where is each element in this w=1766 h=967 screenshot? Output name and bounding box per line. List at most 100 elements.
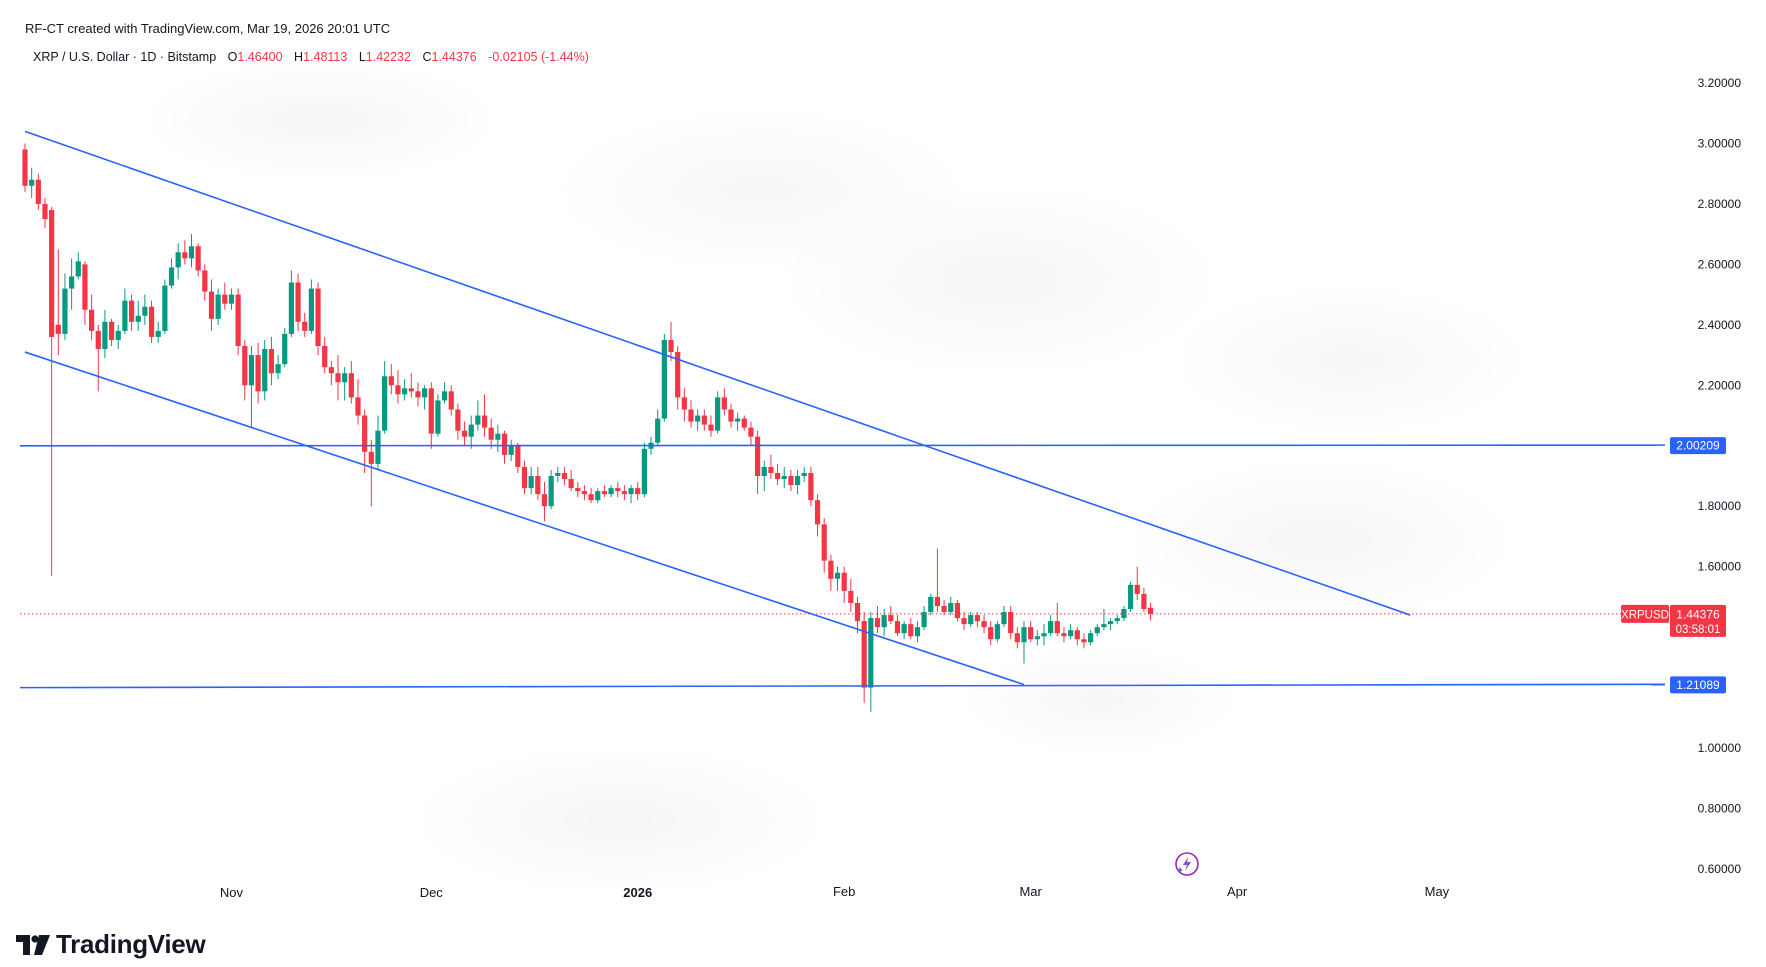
candle [508,439,514,461]
candle-body [981,621,987,628]
candle [961,612,967,631]
candle [741,415,747,431]
candle-body [821,524,827,561]
candle [515,442,521,473]
high-label: H [294,50,304,64]
candle [568,469,574,492]
candle [122,288,128,334]
candle [994,621,1000,643]
candle-body [355,397,361,416]
candle-body [62,288,68,334]
candle-body [89,309,95,331]
candle-body [348,373,354,398]
candle [142,294,148,325]
candle [315,282,321,356]
candle [255,342,261,404]
candle-body [888,615,894,622]
candle [1121,605,1127,622]
candle-body [1107,621,1114,625]
candle [415,382,421,407]
candle-body [1014,633,1020,643]
candle-body [1048,621,1054,634]
candle-body [202,270,208,292]
tradingview-brand[interactable]: TradingView [16,929,206,960]
candle [422,385,428,410]
candle-body [42,203,48,220]
candle-body [741,418,747,428]
ai-sparkle-icon[interactable] [1174,851,1200,877]
candle [1081,633,1087,649]
brand-name: TradingView [56,929,206,959]
candle-body [914,627,921,637]
channel-upper-trendline [24,130,1411,616]
candle [555,466,561,483]
open-label: O [227,50,238,64]
candle [175,243,181,280]
candle [1014,627,1020,649]
candle-body [75,261,81,277]
candle-body [608,488,614,495]
candle-body [155,330,161,337]
candle-body [162,285,168,331]
candle-body [1101,624,1107,628]
candle [135,300,141,331]
candle [242,339,248,401]
candle [168,258,175,289]
candle [681,388,687,422]
candle-body [495,433,501,440]
candle-body [342,373,348,383]
candle [188,234,195,268]
candle-body [974,615,980,622]
candle [461,421,468,446]
candle-body [581,491,588,495]
x-tick-label: Feb [833,884,855,899]
candle-body [861,621,867,688]
close-label: C [422,50,432,64]
candle-body [635,488,641,495]
candle [402,379,408,401]
tradingview-logo-icon [16,934,50,955]
candle [115,324,121,350]
candle [588,488,594,504]
candle-body [928,596,934,613]
candle-body [488,427,494,440]
candle [295,273,301,331]
candle-body [375,430,381,464]
candle [701,409,707,431]
candle [268,336,275,386]
candle-body [755,436,761,476]
candle-body [275,364,281,374]
candle-body [315,288,321,347]
candle-body [428,388,434,434]
candle [162,279,168,334]
candle [548,469,554,510]
candle-body [242,346,248,386]
candle-body [615,488,621,492]
change-value: -0.02105 (-1.44%) [488,50,589,64]
candle [641,442,647,498]
candle-body [901,624,907,634]
candle [941,599,947,616]
candle-body [188,246,195,259]
candle-body [49,209,55,337]
candle [755,430,761,495]
candle-body [1094,627,1100,634]
candle [148,300,155,343]
candle [441,382,448,404]
candle-body [681,397,687,410]
candle [348,361,354,404]
candle-body [768,466,774,473]
candle [1008,605,1014,640]
candle-body [575,488,581,492]
candle-body [721,397,727,410]
candle [934,548,941,613]
candle [888,605,894,625]
candle [481,394,488,437]
candle-body [448,391,454,410]
candle [814,494,821,537]
candle [801,466,807,483]
candle-body [308,288,314,331]
candle-body [588,494,594,501]
candle-body [1028,627,1034,640]
